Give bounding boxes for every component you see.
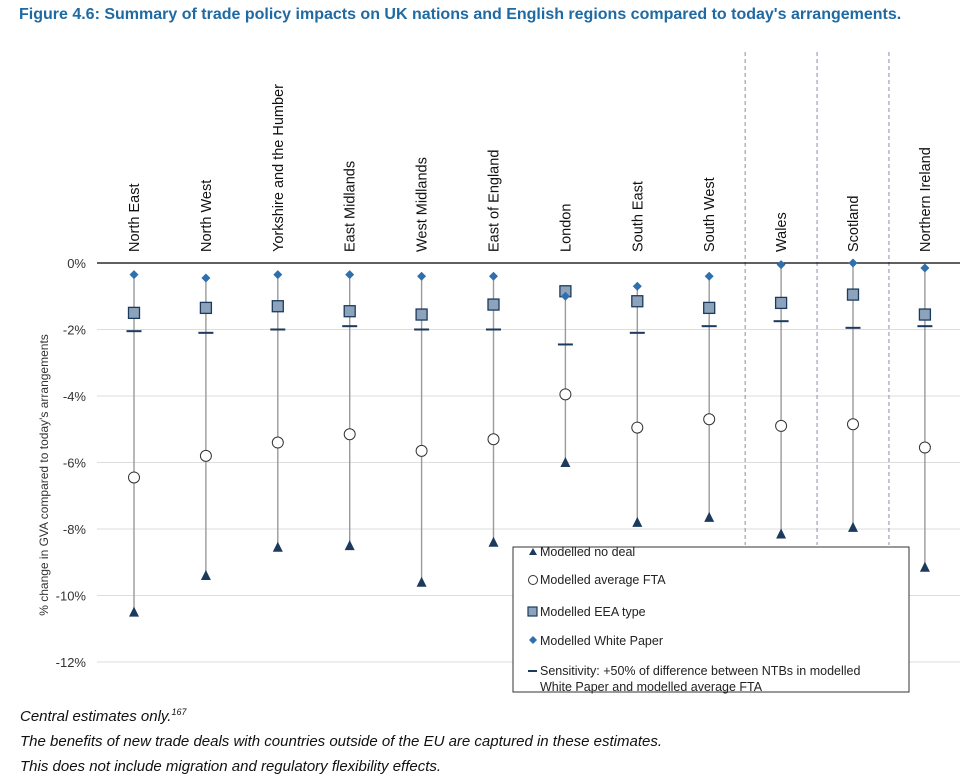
note-migration: This does not include migration and regu…: [20, 758, 442, 775]
no-deal-marker: [344, 540, 355, 551]
category-label: London: [558, 204, 574, 252]
y-tick-label: -6%: [63, 456, 87, 471]
eea-marker: [918, 308, 932, 321]
region-dividers: [744, 52, 890, 545]
white-paper-marker: [632, 281, 642, 291]
legend-label-no-deal: Modelled no deal: [540, 545, 635, 559]
eea-marker: [631, 295, 644, 308]
no-deal-marker: [919, 561, 930, 572]
y-tick-label: -2%: [63, 323, 87, 338]
white-paper-marker: [920, 263, 930, 273]
white-paper-marker: [776, 260, 786, 270]
eea-marker: [846, 288, 860, 301]
legend-label-eea: Modelled EEA type: [540, 605, 646, 619]
data-markers: [126, 258, 933, 617]
y-tick-label: -10%: [56, 589, 87, 604]
legend-label-sensitivity-2: White Paper and modelled average FTA: [540, 680, 763, 694]
eea-marker: [703, 301, 716, 315]
average-fta-marker: [487, 433, 500, 446]
no-deal-marker: [704, 511, 715, 522]
white-paper-marker: [417, 271, 427, 281]
note-central-estimates: Central estimates only.167: [20, 707, 187, 726]
no-deal-marker: [560, 457, 571, 467]
chart: 0% -2% -4% -6% -8% -10% -12% % change in GVA c…: [37, 52, 960, 694]
average-fta-marker: [631, 421, 644, 434]
average-fta-marker: [775, 419, 788, 432]
category-label: East of England: [487, 150, 503, 252]
average-fta-marker: [343, 428, 356, 441]
legend-label-white-paper: Modelled White Paper: [540, 634, 663, 648]
white-paper-marker: [560, 291, 570, 301]
category-label: Scotland: [846, 196, 862, 252]
eea-marker: [127, 306, 141, 320]
eea-marker: [415, 308, 428, 321]
eea-marker: [271, 300, 284, 313]
average-fta-marker: [199, 449, 212, 462]
white-paper-marker: [345, 270, 355, 280]
white-paper-marker: [273, 270, 283, 280]
legend-label-sensitivity-1: Sensitivity: +50% of difference between …: [540, 664, 860, 678]
range-stems: [133, 263, 926, 613]
category-label: East Midlands: [343, 161, 359, 252]
average-fta-marker: [918, 441, 931, 454]
category-label: Northern Ireland: [918, 147, 934, 252]
figure-notes: Central estimates only.167 The benefits …: [20, 706, 960, 781]
white-paper-marker: [201, 273, 211, 283]
average-fta-marker: [559, 388, 572, 401]
category-label: West Midlands: [415, 157, 431, 252]
average-fta-marker: [271, 436, 284, 449]
y-tick-label: -12%: [56, 655, 87, 670]
eea-marker: [343, 305, 356, 318]
average-fta-marker: [847, 418, 859, 431]
no-deal-marker: [488, 536, 499, 547]
legend-square-icon: [527, 606, 538, 617]
category-label: South East: [630, 181, 646, 252]
average-fta-marker: [415, 444, 428, 457]
category-label: Yorkshire and the Humber: [271, 84, 287, 252]
legend: Modelled no deal Modelled average FTA Mo…: [512, 545, 910, 694]
legend-triangle-icon: [529, 548, 537, 555]
legend-diamond-icon: [529, 636, 537, 644]
legend-box: [512, 546, 910, 693]
category-label: North East: [127, 184, 143, 253]
white-paper-marker: [489, 271, 498, 281]
no-deal-marker: [200, 570, 211, 581]
legend-label-average-fta: Modelled average FTA: [540, 573, 666, 587]
y-tick-label: -8%: [63, 522, 87, 537]
no-deal-marker: [848, 521, 858, 532]
category-label: South West: [702, 177, 718, 252]
white-paper-marker: [129, 270, 139, 280]
y-tick-labels: 0% -2% -4% -6% -8% -10% -12%: [56, 256, 87, 670]
note-trade-deals: The benefits of new trade deals with cou…: [20, 733, 663, 750]
white-paper-marker: [704, 271, 714, 281]
average-fta-marker: [703, 413, 716, 426]
eea-marker: [487, 298, 500, 311]
category-label: Wales: [774, 212, 790, 252]
no-deal-marker: [416, 576, 427, 587]
eea-marker: [774, 296, 788, 310]
no-deal-marker: [776, 528, 787, 539]
y-tick-label: -4%: [63, 389, 87, 404]
y-tick-label: 0%: [67, 256, 86, 271]
eea-marker: [199, 301, 213, 315]
legend-circle-icon: [528, 575, 538, 585]
white-paper-marker: [848, 258, 858, 268]
no-deal-marker: [129, 606, 139, 617]
average-fta-marker: [128, 471, 140, 484]
no-deal-marker: [632, 516, 643, 527]
footnote-ref: 167: [171, 707, 187, 717]
no-deal-marker: [272, 541, 283, 552]
category-labels: North East North West Yorkshire and the Hu…: [127, 84, 934, 252]
y-axis-label: % change in GVA compared to today's arra…: [37, 334, 51, 616]
category-label: North West: [199, 180, 215, 252]
figure-title: Figure 4.6: Summary of trade policy impa…: [19, 6, 902, 23]
